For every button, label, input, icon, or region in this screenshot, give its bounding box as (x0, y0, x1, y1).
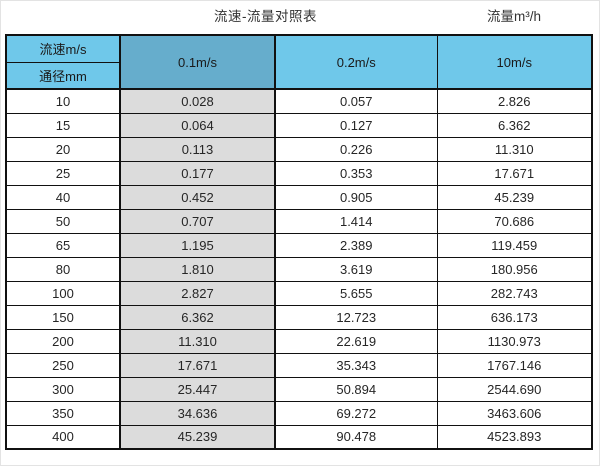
table-row: 15 0.064 0.127 6.362 (5, 112, 593, 138)
flow-value-cell: 0.064 (119, 112, 276, 138)
flow-value-cell: 2544.690 (436, 376, 593, 402)
flow-value-cell: 22.619 (274, 328, 438, 354)
flow-value-cell: 636.173 (436, 304, 593, 330)
flow-value-cell: 69.272 (274, 400, 438, 426)
diameter-cell: 80 (5, 256, 121, 282)
diameter-cell: 20 (5, 136, 121, 162)
table-row: 80 1.810 3.619 180.956 (5, 256, 593, 282)
diameter-cell: 65 (5, 232, 121, 258)
diameter-cell: 40 (5, 184, 121, 210)
flow-value-cell: 45.239 (119, 424, 276, 450)
flow-value-cell: 1130.973 (436, 328, 593, 354)
flow-value-cell: 11.310 (119, 328, 276, 354)
table-row: 100 2.827 5.655 282.743 (5, 280, 593, 306)
flow-value-cell: 0.057 (274, 88, 438, 114)
diameter-cell: 15 (5, 112, 121, 138)
flow-value-cell: 2.826 (436, 88, 593, 114)
table-row: 400 45.239 90.478 4523.893 (5, 424, 593, 450)
flow-value-cell: 2.389 (274, 232, 438, 258)
diameter-cell: 150 (5, 304, 121, 330)
table-row: 20 0.113 0.226 11.310 (5, 136, 593, 162)
flow-value-cell: 90.478 (274, 424, 438, 450)
diameter-cell: 50 (5, 208, 121, 234)
header-column-0.2ms: 0.2m/s (274, 34, 438, 90)
flow-value-cell: 17.671 (119, 352, 276, 378)
table-row: 150 6.362 12.723 636.173 (5, 304, 593, 330)
flow-value-cell: 35.343 (274, 352, 438, 378)
header-velocity-label: 流速m/s (5, 34, 121, 63)
flow-value-cell: 17.671 (436, 160, 593, 186)
flow-unit-label: 流量m³/h (487, 9, 541, 24)
flow-value-cell: 11.310 (436, 136, 593, 162)
flow-value-cell: 4523.893 (436, 424, 593, 450)
flow-value-cell: 5.655 (274, 280, 438, 306)
flow-value-cell: 12.723 (274, 304, 438, 330)
table-row: 250 17.671 35.343 1767.146 (5, 352, 593, 378)
table-row: 200 11.310 22.619 1130.973 (5, 328, 593, 354)
flow-value-cell: 70.686 (436, 208, 593, 234)
flow-value-cell: 282.743 (436, 280, 593, 306)
table-row: 25 0.177 0.353 17.671 (5, 160, 593, 186)
flow-value-cell: 0.028 (119, 88, 276, 114)
flow-value-cell: 3463.606 (436, 400, 593, 426)
diameter-cell: 300 (5, 376, 121, 402)
header-column-10ms: 10m/s (436, 34, 593, 90)
flow-value-cell: 0.707 (119, 208, 276, 234)
flow-value-cell: 6.362 (119, 304, 276, 330)
table-body: 10 0.028 0.057 2.826 15 0.064 0.127 6.362 20 0.11… (5, 88, 593, 450)
diameter-cell: 25 (5, 160, 121, 186)
diameter-cell: 100 (5, 280, 121, 306)
flow-value-cell: 0.353 (274, 160, 438, 186)
table-row: 350 34.636 69.272 3463.606 (5, 400, 593, 426)
flow-value-cell: 119.459 (436, 232, 593, 258)
flow-value-cell: 0.452 (119, 184, 276, 210)
flow-value-cell: 25.447 (119, 376, 276, 402)
table-row: 10 0.028 0.057 2.826 (5, 88, 593, 114)
flow-value-cell: 0.113 (119, 136, 276, 162)
diameter-cell: 400 (5, 424, 121, 450)
flow-value-cell: 0.905 (274, 184, 438, 210)
diameter-cell: 200 (5, 328, 121, 354)
flow-value-cell: 2.827 (119, 280, 276, 306)
table-row: 300 25.447 50.894 2544.690 (5, 376, 593, 402)
header-row-bottom: 通径mm (5, 61, 592, 90)
table-row: 40 0.452 0.905 45.239 (5, 184, 593, 210)
header-diameter-label: 通径mm (5, 61, 121, 90)
flow-value-cell: 6.362 (436, 112, 593, 138)
header-row-top: 流速m/s 0.1m/s 0.2m/s 10m/s (5, 34, 593, 90)
flow-value-cell: 3.619 (274, 256, 438, 282)
flow-value-cell: 34.636 (119, 400, 276, 426)
flow-value-cell: 0.127 (274, 112, 438, 138)
page-title: 流速-流量对照表 (214, 9, 317, 24)
diameter-cell: 350 (5, 400, 121, 426)
table-row: 50 0.707 1.414 70.686 (5, 208, 593, 234)
flow-value-cell: 50.894 (274, 376, 438, 402)
flow-value-cell: 1.810 (119, 256, 276, 282)
flow-value-cell: 0.177 (119, 160, 276, 186)
flow-value-cell: 180.956 (436, 256, 593, 282)
flow-value-cell: 0.226 (274, 136, 438, 162)
header-column-0.1ms: 0.1m/s (119, 34, 276, 90)
flow-value-cell: 1.414 (274, 208, 438, 234)
diameter-cell: 10 (5, 88, 121, 114)
flow-value-cell: 1767.146 (436, 352, 593, 378)
flow-rate-table: 流速m/s 0.1m/s 0.2m/s 10m/s 通径mm 10 0.028 0.… (5, 34, 593, 450)
flow-value-cell: 45.239 (436, 184, 593, 210)
flow-value-cell: 1.195 (119, 232, 276, 258)
diameter-cell: 250 (5, 352, 121, 378)
table-row: 65 1.195 2.389 119.459 (5, 232, 593, 258)
table-header: 流速m/s 0.1m/s 0.2m/s 10m/s 通径mm (5, 34, 593, 90)
